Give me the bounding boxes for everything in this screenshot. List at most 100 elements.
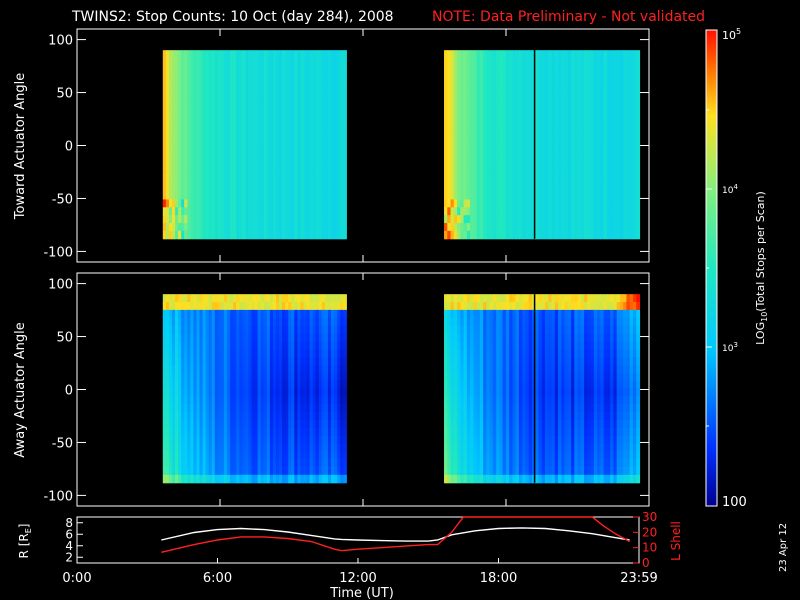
heatmap-cell	[460, 466, 465, 476]
heatmap-cell	[457, 89, 461, 98]
heatmap-cell	[300, 215, 305, 224]
heatmap-cell	[453, 58, 458, 67]
heatmap-cell	[340, 412, 344, 421]
heatmap-cell	[444, 325, 448, 335]
heatmap-cell	[217, 105, 222, 114]
heatmap-cell	[242, 427, 246, 437]
heatmap-cell	[223, 73, 228, 83]
heatmap-cell	[269, 443, 274, 452]
heatmap-cell	[227, 364, 231, 374]
heatmap-cell	[321, 459, 326, 468]
heatmap-cell	[236, 199, 240, 208]
heatmap-cell	[242, 199, 246, 208]
heatmap-cell	[343, 357, 347, 366]
heatmap-cell	[541, 97, 546, 106]
heatmap-cell	[623, 175, 628, 185]
heatmap-cell	[257, 419, 262, 429]
heatmap-cell	[321, 128, 326, 138]
heatmap-cell	[248, 183, 253, 193]
heatmap-cell	[483, 459, 487, 468]
heatmap-cell	[580, 215, 585, 224]
heatmap-cell	[528, 317, 533, 327]
heatmap-cell	[499, 294, 504, 303]
heatmap-cell	[492, 81, 497, 91]
heatmap-cell	[217, 128, 222, 138]
heatmap-cell	[199, 357, 204, 366]
heatmap-cell	[528, 152, 533, 161]
heatmap-cell	[496, 120, 501, 130]
heatmap-cell	[505, 230, 510, 240]
heatmap-cell	[334, 294, 338, 303]
heatmap-cell	[236, 215, 240, 224]
heatmap-cell	[505, 341, 510, 350]
heatmap-cell	[492, 474, 497, 484]
heatmap-cell	[483, 160, 487, 169]
heatmap-cell	[496, 302, 501, 311]
heatmap-cell	[269, 113, 274, 122]
heatmap-cell	[312, 341, 317, 350]
heatmap-cell	[499, 388, 504, 397]
heatmap-cell	[175, 97, 179, 106]
heatmap-cell	[236, 105, 240, 114]
heatmap-cell	[610, 168, 615, 177]
heatmap-cell	[450, 459, 455, 468]
heatmap-cell	[499, 341, 504, 350]
heatmap-cell	[496, 168, 501, 177]
heatmap-cell	[321, 89, 326, 98]
heatmap-cell	[460, 215, 465, 224]
heatmap-cell	[162, 207, 167, 216]
heatmap-cell	[590, 113, 595, 122]
heatmap-cell	[196, 451, 201, 460]
heatmap-cell	[334, 65, 338, 75]
heatmap-cell	[535, 89, 540, 98]
heatmap-cell	[300, 474, 305, 484]
heatmap-cell	[269, 427, 274, 437]
heatmap-cell	[340, 215, 344, 224]
heatmap-cell	[254, 97, 259, 106]
heatmap-cell	[199, 160, 204, 169]
heatmap-cell	[476, 144, 481, 153]
heatmap-cell	[515, 317, 520, 327]
heatmap-cell	[558, 81, 562, 91]
heatmap-cell	[343, 144, 347, 153]
heatmap-cell	[263, 113, 268, 122]
heatmap-cell	[202, 443, 207, 452]
heatmap-cell	[535, 168, 540, 177]
heatmap-cell	[199, 451, 204, 460]
heatmap-cell	[483, 466, 487, 476]
heatmap-cell	[275, 364, 280, 374]
heatmap-cell	[239, 183, 243, 193]
heatmap-cell	[214, 152, 219, 161]
heatmap-cell	[476, 302, 481, 311]
heatmap-cell	[193, 341, 198, 350]
heatmap-cell	[251, 73, 256, 83]
heatmap-cell	[331, 325, 335, 335]
heatmap-cell	[227, 128, 231, 138]
heatmap-cell	[199, 341, 204, 350]
heatmap-cell	[632, 120, 637, 130]
heatmap-cell	[629, 191, 634, 201]
heatmap-cell	[632, 160, 637, 169]
heatmap-cell	[453, 81, 458, 91]
heatmap-cell	[619, 105, 624, 114]
heatmap-cell	[168, 175, 173, 185]
heatmap-cell	[242, 309, 246, 319]
heatmap-cell	[476, 73, 481, 83]
heatmap-cell	[175, 435, 179, 445]
heatmap-cell	[248, 199, 253, 208]
heatmap-cell	[245, 364, 250, 374]
heatmap-cell	[548, 58, 553, 67]
heatmap-cell	[205, 136, 210, 146]
heatmap-cell	[214, 207, 219, 216]
heatmap-cell	[254, 404, 259, 413]
heatmap-cell	[337, 474, 341, 484]
heatmap-cell	[288, 144, 292, 153]
heatmap-cell	[463, 396, 468, 405]
heatmap-cell	[636, 50, 641, 59]
heatmap-cell	[466, 65, 471, 75]
heatmap-cell	[303, 58, 308, 67]
heatmap-cell	[453, 215, 458, 224]
heatmap-cell	[294, 65, 298, 75]
heatmap-cell	[171, 128, 176, 138]
heatmap-cell	[515, 466, 520, 476]
